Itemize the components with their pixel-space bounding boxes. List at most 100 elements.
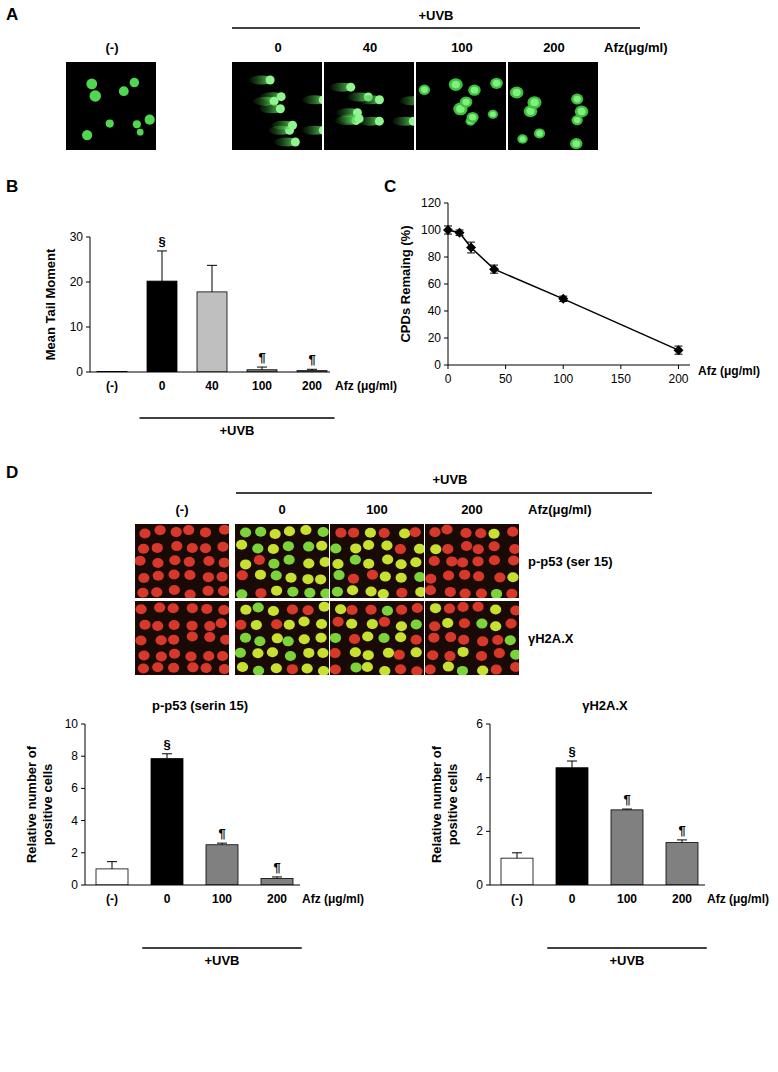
x-tick-label: 100 (617, 892, 637, 906)
ifc-image (135, 601, 229, 675)
x-tick (505, 365, 506, 369)
nucleus (379, 528, 390, 538)
comet-image (416, 62, 506, 150)
nucleus (156, 635, 167, 645)
figure: ABCD+UVB(-)040100200Afz(μg/ml)+UVB(-)010… (0, 0, 778, 1072)
x-tick-label: 50 (499, 372, 513, 386)
nucleus (363, 540, 374, 550)
image-bg (425, 601, 519, 675)
error-bar (467, 242, 475, 253)
nucleus (138, 650, 149, 660)
x-tick (563, 365, 564, 369)
panel-label: A (6, 5, 18, 24)
ifc-image (425, 601, 519, 675)
nucleus (476, 651, 487, 661)
nucleus (494, 648, 505, 658)
nucleus (169, 620, 180, 630)
y-tick (444, 338, 448, 339)
nucleoid-core (574, 117, 581, 123)
nucleus (302, 605, 313, 615)
nucleus (203, 586, 214, 596)
nucleus (139, 528, 150, 538)
error-bar (674, 346, 682, 354)
nucleoid (571, 94, 583, 105)
nucleus (240, 559, 251, 569)
comet-image (324, 62, 414, 150)
x-tick-label: 0 (164, 892, 171, 906)
nucleus (285, 573, 296, 583)
nucleus (251, 620, 262, 630)
image-bg (232, 62, 322, 150)
comet-image (232, 62, 322, 150)
nucleus (444, 651, 455, 661)
nucleus (330, 664, 341, 674)
nucleus (183, 525, 194, 535)
nucleus (154, 603, 165, 613)
nucleus (154, 525, 165, 535)
nucleus (303, 542, 314, 552)
marks (97, 251, 327, 372)
nucleoid-core (469, 114, 476, 121)
nucleus (271, 619, 282, 629)
nucleus (254, 555, 265, 565)
error-bar (257, 367, 267, 370)
nucleus (284, 555, 295, 565)
nucleus (367, 570, 378, 580)
bar (556, 768, 588, 885)
comet-tail (400, 96, 414, 105)
group-line (142, 947, 302, 949)
nucleus (152, 621, 163, 631)
nucleus (330, 633, 341, 643)
y-tick (486, 724, 490, 725)
x-tick-label: 200 (668, 372, 688, 386)
nucleus (135, 604, 146, 614)
nucleus (488, 529, 499, 539)
comet-head (375, 95, 384, 104)
nucleus (505, 635, 516, 645)
x-tick-label: 0 (445, 372, 452, 386)
significance-marker: ¶ (258, 350, 265, 365)
x-tick-label: 0 (159, 379, 166, 393)
nucleus (255, 570, 266, 580)
x-axis-label: Afz (μg/ml) (698, 364, 760, 378)
nucleus (332, 559, 343, 569)
nucleus (283, 636, 294, 646)
ifc-image (135, 524, 229, 598)
nucleus (411, 619, 422, 629)
nucleus (287, 604, 298, 614)
nucleoid (419, 85, 430, 95)
ifc-image (330, 524, 424, 598)
control-label: (-) (106, 40, 119, 55)
image-bg (135, 601, 229, 675)
group-line (547, 947, 707, 949)
nucleus (425, 664, 436, 674)
nucleus (204, 632, 215, 642)
nucleus (169, 555, 180, 565)
y-tick-label: 120 (421, 196, 441, 210)
line (448, 230, 678, 350)
nucleus (219, 525, 229, 535)
x-axis (490, 885, 705, 886)
y-tick-label: 2 (71, 846, 78, 860)
nucleus (350, 543, 361, 553)
nucleus (394, 650, 405, 660)
nucleus (285, 651, 296, 661)
nucleus (268, 559, 279, 569)
nucleus (477, 636, 488, 646)
nucleus (472, 556, 483, 566)
y-tick (81, 820, 85, 821)
y-tick-label: 0 (76, 365, 83, 379)
nucleoid-core (421, 87, 428, 93)
nucleus (506, 589, 517, 598)
nucleoid (460, 96, 473, 107)
nucleoid (86, 79, 97, 90)
x-axis (90, 372, 330, 373)
nucleus (253, 666, 264, 675)
y-tick-label: 60 (428, 277, 442, 291)
nucleus (335, 528, 346, 538)
nucleoid-core (519, 136, 525, 142)
nucleoid (133, 120, 141, 128)
image-bg (425, 524, 519, 598)
image-bg (235, 524, 329, 598)
nucleus (508, 555, 519, 565)
